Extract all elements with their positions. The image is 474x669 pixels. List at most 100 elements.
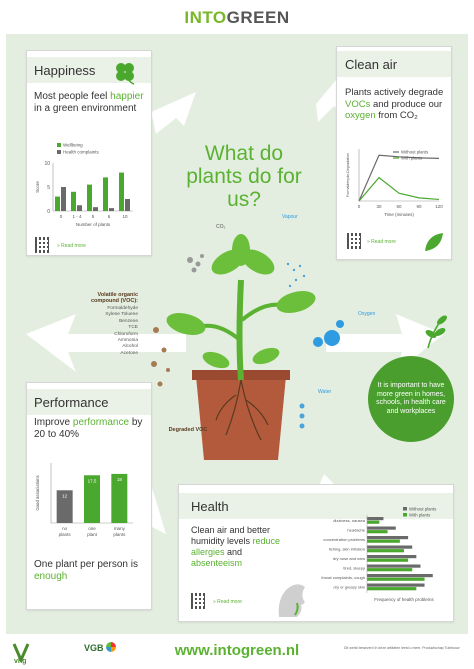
arrow-right [326, 314, 444, 372]
health-bar-with-plants [367, 539, 400, 543]
face-breathing-icon [278, 584, 305, 617]
voc-item: Xylene Toluene [105, 312, 138, 318]
bar-wellbeing [71, 191, 76, 211]
voc-item: Formaldehyde [107, 306, 138, 311]
data-label: 17,5 [88, 478, 97, 483]
health-bar-without-plants [367, 545, 413, 549]
clean-air-readmore-link[interactable]: » Read more [367, 239, 396, 245]
plant-illustration [151, 234, 344, 460]
bar-wellbeing [87, 184, 92, 211]
clean-air-line2: and produce our [370, 98, 443, 110]
health-bar-with-plants [367, 558, 409, 562]
x-tick-label: plants [59, 532, 72, 537]
happiness-readmore-link[interactable]: » Read more [57, 243, 86, 249]
health-bar-with-plants [367, 587, 417, 591]
header: INTOGREEN [0, 0, 474, 36]
footer-fine-print: Dit werkt bewezen! In deze artikelen lee… [344, 646, 460, 650]
happiness-lead: Most people feel happier in a green envi… [34, 91, 144, 115]
health-bar-without-plants [367, 583, 425, 587]
legend-label: Health complaints [63, 150, 100, 155]
logo-into: INTO [184, 8, 227, 27]
x-tick-label: 30 [376, 204, 382, 209]
y-tick-label: 10 [44, 161, 50, 167]
series-line-without-plants [358, 154, 440, 202]
happiness-lead-em: happier [110, 91, 144, 102]
health-bar-with-plants [367, 549, 404, 553]
important-message-text: It is important to have more green in ho… [376, 382, 446, 415]
logo-green: GREEN [226, 8, 290, 27]
health-bar-with-plants [367, 577, 425, 581]
voc-item: Alcohol [122, 344, 138, 350]
x-tick-label: 90 [416, 204, 422, 209]
y-tick-label: 5 [47, 185, 50, 191]
vgb-flower-icon [106, 642, 116, 652]
y-axis-label: Good associations [35, 475, 40, 510]
health-absent: absenteeism [191, 558, 243, 568]
performance-line1: Improve [34, 417, 73, 428]
performance-footer: One plant per person is enough [34, 559, 146, 583]
health-bar-with-plants [367, 520, 380, 524]
bar-wellbeing [55, 196, 60, 211]
category-label: tired, sleepy [343, 566, 365, 571]
health-bar-without-plants [367, 517, 384, 521]
x-tick-label: many [114, 526, 126, 531]
legend-label: Without plants [409, 507, 436, 511]
health-bar-without-plants [367, 564, 421, 568]
health-bar-with-plants [367, 530, 388, 534]
x-tick-label: 0 [60, 214, 63, 219]
footer-url[interactable]: www.intogreen.nl [174, 642, 300, 659]
voc-item: Ammonia [117, 338, 138, 344]
clean-air-oxygen: oxygen [345, 110, 376, 121]
x-tick-label: 1 - 4 [72, 214, 82, 219]
vhg-logo-text: vhg [14, 658, 27, 665]
bar-health-complaints [61, 187, 66, 211]
intogreen-logo: INTOGREEN [0, 8, 474, 28]
performance-title-bar [27, 389, 151, 415]
bar-health-complaints [125, 199, 130, 211]
voc-list: Volatile organic compound (VOC): Formald… [72, 292, 138, 357]
x-tick-label: 120 [435, 204, 443, 209]
category-label: itching, skin irritation [329, 547, 365, 552]
branch-icon [425, 315, 447, 349]
performance-text: Improve performance by 20 to 40% [34, 417, 146, 441]
health-title: Health [191, 499, 229, 514]
center-question: What do plants do for us? [186, 142, 302, 211]
performance-em: performance [72, 417, 130, 428]
health-bar-without-plants [367, 526, 396, 530]
clean-air-line3: from CO₂ [375, 110, 418, 121]
performance-footer-a: One plant per person is [34, 559, 138, 570]
performance-line2: by 20 to 40% [34, 417, 143, 440]
leaf-icon [425, 233, 443, 251]
series-line-with-plants [358, 176, 440, 202]
performance-title: Performance [34, 395, 109, 410]
x-axis-label: Number of plants [76, 222, 111, 227]
x-axis-label: Time (minutes) [384, 212, 414, 217]
clean-air-text: Plants actively degrade VOCs and produce… [345, 87, 445, 122]
health-panel: Health Clean air and better humidity lev… [178, 484, 454, 622]
clean-air-panel: Clean air Plants actively degrade VOCs a… [336, 46, 452, 260]
clean-air-title-bar [337, 51, 451, 77]
x-tick-label: no [62, 526, 68, 531]
x-tick-label: 5 [92, 214, 95, 219]
x-tick-label: 60 [396, 204, 402, 209]
performance-bar [84, 475, 100, 523]
poster: Happiness Most people feel happier in a … [6, 34, 468, 634]
health-readmore-link[interactable]: » Read more [213, 599, 242, 605]
qr-code [347, 233, 363, 249]
performance-bar [111, 473, 128, 523]
voc-items: Formaldehyde Xylene Toluene Benzene TCE Chlo… [72, 306, 138, 357]
category-label: dry or greasy skin [333, 585, 365, 590]
voc-item: Chloroform [114, 331, 138, 337]
happiness-title: Happiness [34, 63, 96, 78]
x-axis-label: Frequency of health problems [374, 597, 434, 602]
bar-health-complaints [77, 205, 82, 211]
y-tick-label: 0 [47, 209, 50, 215]
happiness-panel: Happiness Most people feel happier in a … [26, 50, 152, 256]
x-tick-label: 6 [108, 214, 111, 219]
health-bar-without-plants [367, 536, 409, 540]
health-bar-with-plants [367, 568, 413, 572]
data-label: 18 [117, 477, 123, 482]
vhg-logo-icon [12, 643, 30, 662]
legend-label: Wellbeing [63, 143, 83, 148]
legend-label: With plants [409, 512, 430, 517]
